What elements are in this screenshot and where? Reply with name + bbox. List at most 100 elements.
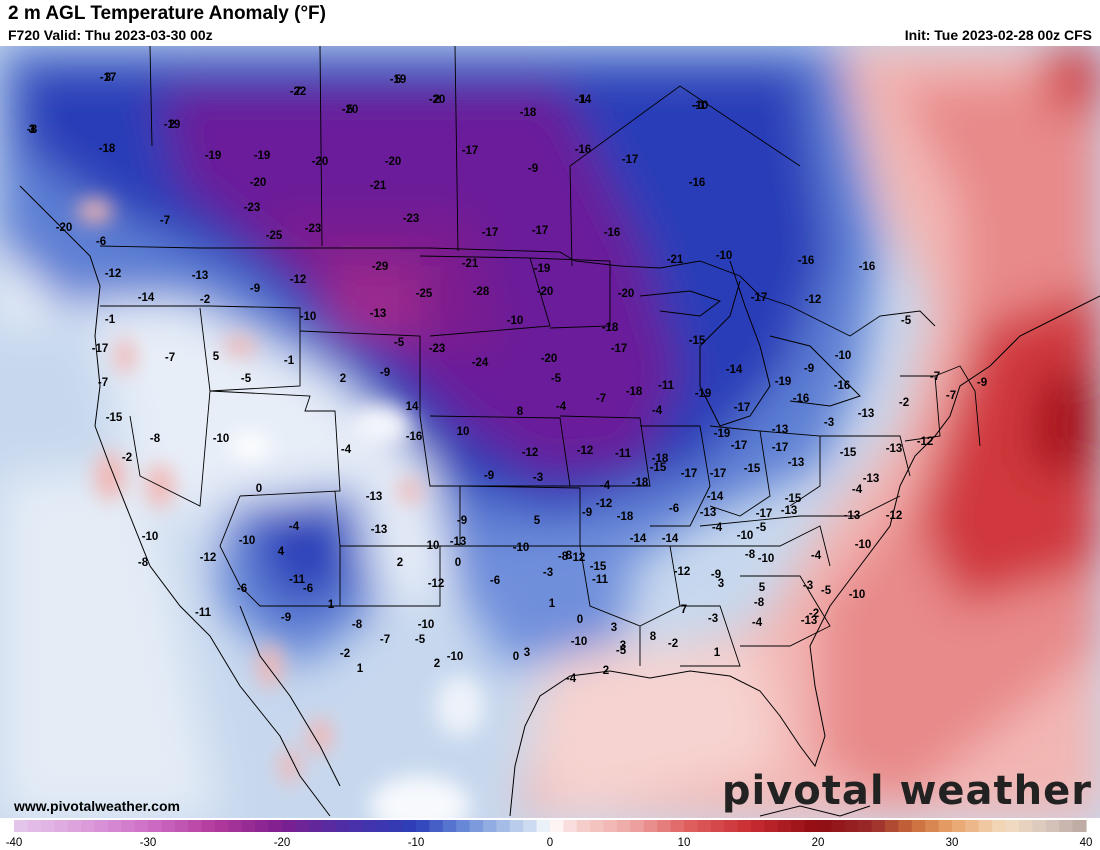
legend-swatch bbox=[978, 820, 993, 832]
anomaly-value-label: -10 bbox=[418, 619, 435, 631]
anomaly-value-label: -1 bbox=[284, 355, 295, 367]
legend-swatch bbox=[496, 820, 511, 832]
anomaly-value-label: 3 bbox=[29, 124, 35, 136]
anomaly-value-label: -17 bbox=[734, 402, 751, 414]
legend-swatch bbox=[536, 820, 551, 832]
legend-swatch bbox=[737, 820, 752, 832]
anomaly-value-label: -18 bbox=[99, 143, 116, 155]
site-url[interactable]: www.pivotalweather.com bbox=[14, 798, 180, 814]
anomaly-value-label: -11 bbox=[615, 448, 632, 460]
anomaly-value-label: -21 bbox=[667, 254, 684, 266]
legend-swatch bbox=[268, 820, 283, 832]
anomaly-value-label: -16 bbox=[604, 227, 621, 239]
anomaly-value-label: -17 bbox=[100, 72, 117, 84]
anomaly-value-label: 1 bbox=[549, 598, 556, 610]
legend-swatch bbox=[188, 820, 203, 832]
anomaly-value-label: -10 bbox=[692, 100, 709, 112]
anomaly-value-label: -20 bbox=[429, 94, 446, 106]
anomaly-value-label: -8 bbox=[352, 619, 363, 631]
legend-swatch bbox=[322, 820, 337, 832]
legend-swatch bbox=[201, 820, 216, 832]
anomaly-value-label: -19 bbox=[695, 388, 712, 400]
anomaly-value-label: -4 bbox=[556, 401, 567, 413]
legend-swatch bbox=[469, 820, 484, 832]
anomaly-value-label: 3 bbox=[105, 72, 111, 84]
anomaly-value-label: 7 bbox=[681, 604, 687, 616]
legend-swatch bbox=[603, 820, 618, 832]
legend-swatch bbox=[1045, 820, 1060, 832]
legend-swatch bbox=[67, 820, 82, 832]
anomaly-map[interactable]: -17 -8 -22 -19 -20 -20 -14 -10 -19 -18 -18 -19 -19 -2… bbox=[0, 46, 1100, 818]
legend-swatch bbox=[1032, 820, 1047, 832]
anomaly-value-label: 5 bbox=[395, 74, 402, 86]
anomaly-value-label: -20 bbox=[312, 156, 329, 168]
anomaly-value-label: -16 bbox=[575, 144, 592, 156]
legend-swatch bbox=[389, 820, 404, 832]
anomaly-value-label: -5 bbox=[415, 634, 426, 646]
anomaly-value-label: -10 bbox=[300, 311, 317, 323]
anomaly-value-label: -13 bbox=[886, 443, 903, 455]
legend-swatch bbox=[14, 820, 28, 832]
legend-swatch bbox=[710, 820, 725, 832]
map-header: 2 m AGL Temperature Anomaly (°F) F720 Va… bbox=[0, 0, 1100, 46]
anomaly-value-label: -15 bbox=[689, 335, 706, 347]
anomaly-value-label: 0 bbox=[577, 614, 583, 626]
anomaly-value-label: -17 bbox=[92, 343, 109, 355]
legend-swatch bbox=[804, 820, 819, 832]
anomaly-value-label: -8 bbox=[150, 433, 161, 445]
anomaly-value-label: -16 bbox=[793, 393, 810, 405]
map-title: 2 m AGL Temperature Anomaly (°F) bbox=[8, 3, 326, 24]
legend-swatch bbox=[818, 820, 832, 832]
anomaly-value-label: -13 bbox=[371, 524, 388, 536]
legend-swatch bbox=[215, 820, 229, 832]
anomaly-value-label: -3 bbox=[824, 417, 834, 429]
legend-swatch bbox=[107, 820, 122, 832]
legend-swatch bbox=[148, 820, 162, 832]
anomaly-value-label: 1 bbox=[357, 663, 364, 675]
legend-swatch bbox=[523, 820, 538, 832]
legend-swatch bbox=[442, 820, 457, 832]
legend-swatch bbox=[751, 820, 765, 832]
anomaly-value-label: -4 bbox=[752, 617, 763, 629]
anomaly-value-label: -16 bbox=[834, 380, 851, 392]
anomaly-value-label: -18 bbox=[632, 477, 649, 489]
legend-swatch bbox=[550, 820, 564, 832]
anomaly-value-label: -4 bbox=[712, 522, 723, 534]
legend-tick-label: 20 bbox=[812, 837, 825, 849]
anomaly-value-label: -9 bbox=[457, 515, 467, 527]
anomaly-value-label: -6 bbox=[237, 583, 247, 595]
anomaly-value-label: -23 bbox=[244, 202, 261, 214]
anomaly-value-label: -7 bbox=[165, 352, 175, 364]
legend-swatch bbox=[965, 820, 980, 832]
anomaly-value-label: -6 bbox=[96, 236, 106, 248]
anomaly-value-label: -9 bbox=[281, 612, 291, 624]
anomaly-value-label: -9 bbox=[380, 367, 390, 379]
anomaly-value-label: -7 bbox=[380, 634, 390, 646]
anomaly-value-label: -10 bbox=[447, 651, 464, 663]
legend-swatch bbox=[308, 820, 323, 832]
legend-swatch bbox=[134, 820, 149, 832]
legend-swatch bbox=[416, 820, 430, 832]
anomaly-value-label: -12 bbox=[569, 552, 586, 564]
anomaly-value-label: -6 bbox=[303, 583, 313, 595]
anomaly-value-label: -25 bbox=[266, 230, 283, 242]
anomaly-value-label: -8 bbox=[754, 597, 765, 609]
anomaly-value-label: -17 bbox=[772, 442, 789, 454]
anomaly-value-label: -17 bbox=[731, 440, 748, 452]
anomaly-value-label: -1 bbox=[695, 100, 706, 112]
anomaly-value-label: -25 bbox=[416, 288, 433, 300]
anomaly-value-label: -7 bbox=[98, 377, 108, 389]
anomaly-value-label: -9 bbox=[528, 163, 538, 175]
anomaly-value-label: -20 bbox=[250, 177, 267, 189]
anomaly-value-label: -9 bbox=[484, 470, 494, 482]
anomaly-value-label: -4 bbox=[852, 484, 863, 496]
legend-swatch bbox=[27, 820, 42, 832]
anomaly-value-label: -4 bbox=[341, 444, 352, 456]
legend-swatch bbox=[483, 820, 497, 832]
legend-swatch bbox=[643, 820, 658, 832]
anomaly-value-label: -10 bbox=[835, 350, 852, 362]
anomaly-value-label: -15 bbox=[744, 463, 761, 475]
anomaly-value-label: -17 bbox=[462, 145, 479, 157]
legend-swatch bbox=[402, 820, 417, 832]
valid-time: F720 Valid: Thu 2023-03-30 00z bbox=[8, 27, 213, 43]
